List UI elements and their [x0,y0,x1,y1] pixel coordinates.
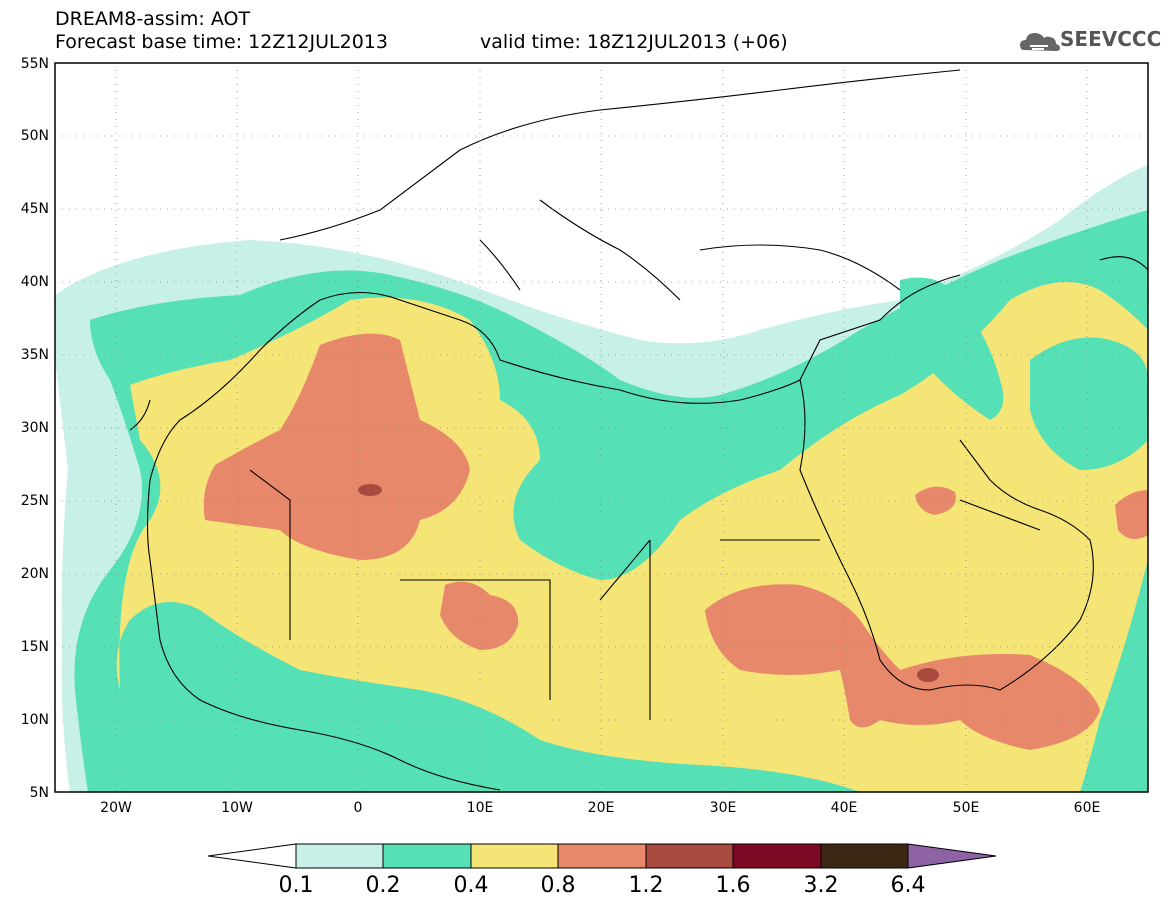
coastlines [129,69,1148,791]
aot-contour-1.2-yemen [917,668,939,682]
colorbar-swatch-0.4 [470,843,559,869]
colorbar-labels: 0.1 0.2 0.4 0.8 1.2 1.6 3.2 6.4 [279,873,926,898]
grid-lines [55,63,1148,792]
colorbar-swatch-1.2 [645,843,734,869]
colorbar-under-arrow [207,843,297,869]
lon-label-30e: 30E [710,800,737,816]
lat-label-45n: 45N [21,201,49,217]
colorbar-label-6.4: 6.4 [891,873,926,898]
lon-label-20w: 20W [100,800,132,816]
colorbar-swatch-0.8 [557,843,647,869]
colorbar-label-0.4: 0.4 [454,873,489,898]
lat-label-5n: 5N [30,785,49,801]
colorbar-swatch-0.1 [295,843,384,869]
valid-time: valid time: 18Z12JUL2013 (+06) [480,31,788,53]
colorbar-label-1.6: 1.6 [716,873,751,898]
lon-label-50e: 50E [953,800,980,816]
lat-axis: 5N 10N 15N 20N 25N 30N 35N 40N 45N 50N 5… [21,56,49,801]
forecast-base-time: Forecast base time: 12Z12JUL2013 [55,31,388,53]
aot-contour-1.2-sahara [358,484,382,496]
lat-label-35n: 35N [21,347,49,363]
colorbar-label-1.2: 1.2 [629,873,664,898]
lat-label-55n: 55N [21,56,49,72]
lon-label-10e: 10E [467,800,494,816]
logo-text: SEEVCCC [1060,27,1162,51]
aot-contour-0.8-oman [1115,490,1148,539]
lat-label-10n: 10N [21,712,49,728]
lat-label-50n: 50N [21,128,49,144]
lat-label-40n: 40N [21,274,49,290]
map-title: DREAM8-assim: AOT [55,8,251,30]
aot-contour-0.2-iran [1030,337,1148,470]
map-frame [54,62,1149,793]
colorbar-label-0.1: 0.1 [279,873,314,898]
colorbar-label-0.8: 0.8 [541,873,576,898]
colorbar-swatch-3.2 [820,843,909,869]
lon-label-20e: 20E [588,800,615,816]
colorbar-swatch-1.6 [732,843,822,869]
colorbar-label-3.2: 3.2 [804,873,839,898]
aot-contour-0.2-arabia [900,277,1004,420]
lat-label-25n: 25N [21,493,49,509]
lon-label-60e: 60E [1074,800,1101,816]
lon-label-40e: 40E [831,800,858,816]
colorbar-over-arrow [907,843,997,869]
aot-contour-0.8-sudan [705,584,1100,750]
colorbar [207,843,997,869]
lat-label-15n: 15N [21,639,49,655]
lon-label-10w: 10W [221,800,253,816]
lat-label-30n: 30N [21,420,49,436]
lat-label-20n: 20N [21,566,49,582]
aot-contour-0.8-sahara [203,333,470,560]
lon-axis: 20W 10W 0 10E 20E 30E 40E 50E 60E [100,800,1100,816]
colorbar-swatch-0.2 [382,843,472,869]
lon-label-0: 0 [354,800,363,816]
aot-contour-0.8-gulf [915,486,956,515]
aot-contour-0.8-niger [440,581,519,650]
cloud-logo-icon [1020,33,1060,51]
colorbar-label-0.2: 0.2 [366,873,401,898]
